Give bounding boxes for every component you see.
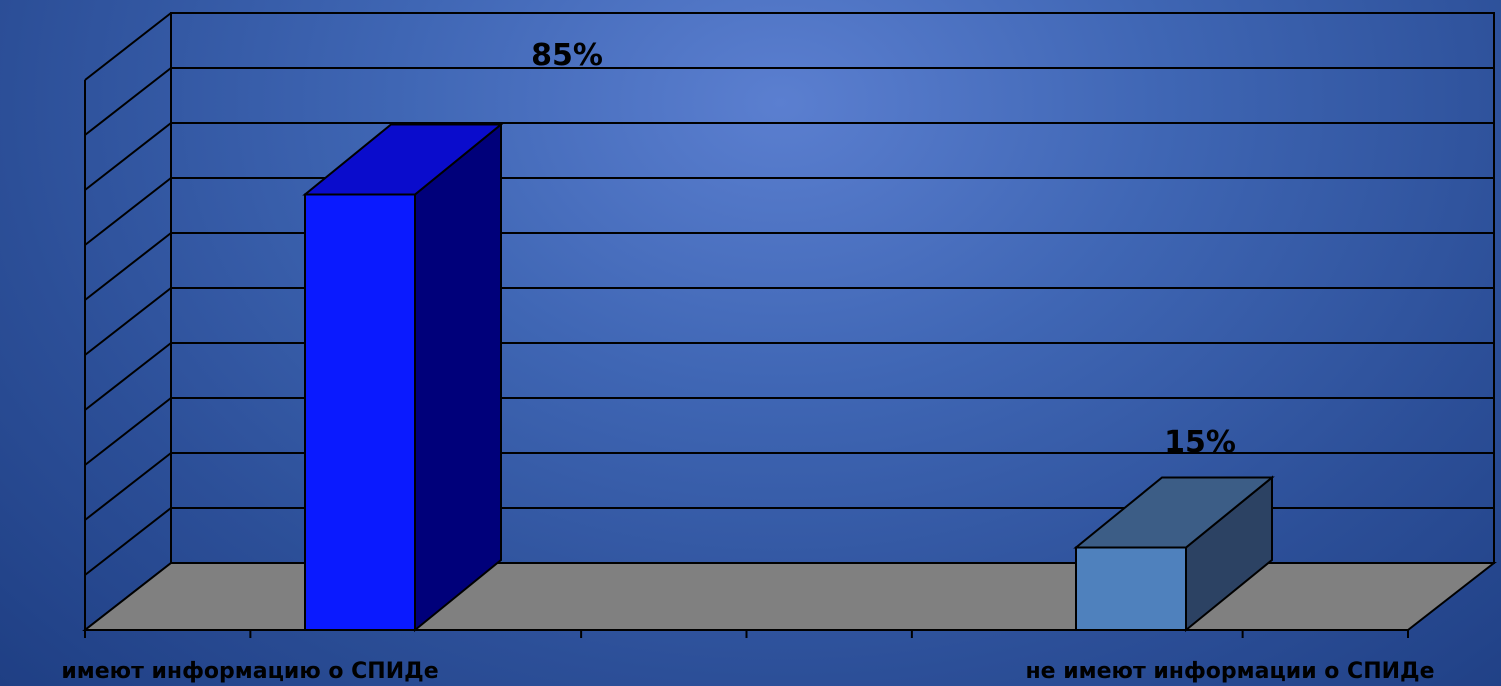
- category-label-2: не имеют информации о СПИДе: [1025, 659, 1434, 684]
- side-gridline: [84, 452, 172, 521]
- chart-walls: [84, 12, 1495, 638]
- side-gridline: [84, 177, 172, 246]
- side-gridline: [84, 12, 172, 81]
- side-gridline: [84, 507, 172, 576]
- category-label-1: имеют информацию о СПИДе: [61, 659, 438, 684]
- bar-1-side: [414, 122, 502, 633]
- bars: [302, 122, 1275, 633]
- bar-1-front: [304, 193, 416, 631]
- bar-2: [1073, 475, 1275, 633]
- data-label-2: 15%: [1164, 425, 1236, 460]
- side-gridline: [84, 67, 172, 136]
- side-gridline: [84, 232, 172, 301]
- bar-1: [302, 122, 504, 633]
- side-gridline: [84, 287, 172, 356]
- side-gridline: [84, 397, 172, 466]
- side-gridline: [84, 342, 172, 411]
- data-label-1: 85%: [531, 38, 603, 73]
- bar-2-front: [1075, 546, 1187, 631]
- side-gridline: [84, 122, 172, 191]
- chart-floor: [82, 562, 1497, 631]
- labels: 85% 15% имеют информацию о СПИДе не имеют и…: [61, 38, 1434, 684]
